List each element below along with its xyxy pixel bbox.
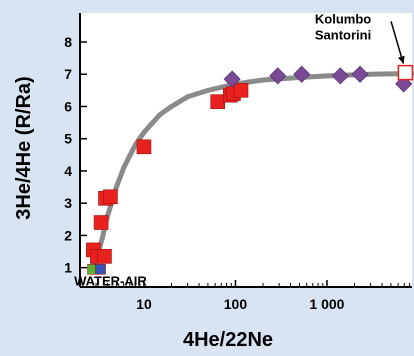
y-tick-label: 4 [64, 163, 72, 179]
data-point-square [136, 139, 152, 155]
data-point-square [397, 64, 414, 81]
data-point-diamond [331, 67, 349, 85]
data-points-layer [86, 64, 414, 275]
y-tick-label: 7 [64, 66, 72, 82]
data-point-diamond [293, 65, 311, 83]
axes-layer: 1 2 3 4 5 6 7 8 10 100 1 000 [64, 34, 411, 312]
y-tick-label: 8 [64, 34, 72, 50]
y-tick-label: 1 [64, 260, 72, 276]
data-point-diamond [269, 67, 287, 85]
data-point-square [93, 215, 109, 230]
data-point-square [210, 94, 226, 109]
data-point-diamond [223, 70, 241, 88]
data-point-diamond [351, 65, 369, 83]
x-tick-label: 100 [224, 296, 248, 312]
annotation-water-air: WATER-AIR [74, 274, 147, 289]
y-tick-label: 6 [64, 98, 72, 114]
data-point-square [97, 249, 112, 264]
y-axis-label: 3He/4He (R/Ra) [13, 76, 35, 219]
annotation-kolumbo: Kolumbo [315, 11, 371, 26]
annotation-santorini: Santorini [315, 28, 371, 43]
annotation-arrowhead [398, 55, 405, 64]
y-tick-label: 2 [64, 227, 72, 243]
plot-background [80, 13, 412, 287]
data-point-square [95, 263, 106, 275]
x-tick-label: 1 000 [309, 296, 344, 312]
annotation-arrow [390, 21, 405, 64]
y-tick-label: 3 [64, 195, 72, 211]
x-tick-label: 10 [136, 296, 152, 312]
data-point-square [103, 189, 118, 205]
x-axis-label: 4He/22Ne [183, 329, 273, 351]
data-point-square [233, 83, 249, 98]
y-tick-label: 5 [64, 131, 72, 147]
annotations-layer: WATER-AIR Kolumbo Santorini [74, 11, 405, 289]
